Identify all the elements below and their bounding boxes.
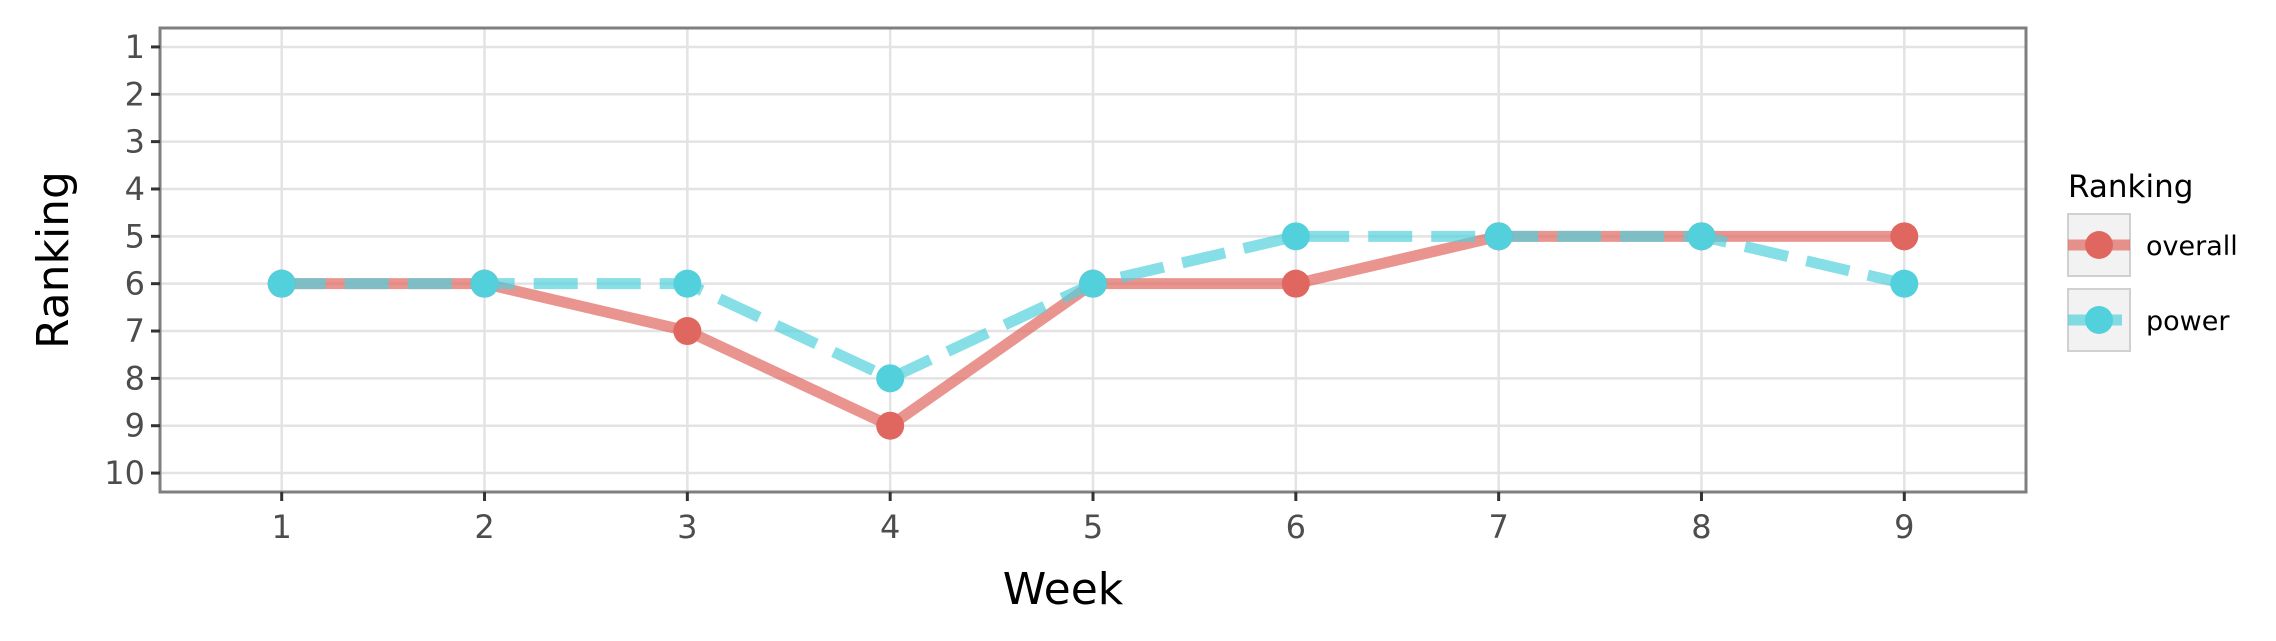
series-points (267, 222, 1919, 440)
y-tick-label-5: 5 (125, 217, 145, 255)
x-axis-title: Week (1003, 564, 1124, 615)
x-tick-label-9: 9 (1894, 508, 1914, 546)
y-tick-label-6: 6 (125, 265, 145, 303)
data-point-overall-week-4 (876, 411, 905, 440)
data-point-power-week-8 (1687, 222, 1716, 251)
y-tick-label-10: 10 (104, 454, 145, 492)
y-tick-label-9: 9 (125, 407, 145, 445)
legend-label-overall: overall (2146, 231, 2238, 262)
grid-lines (160, 28, 2026, 492)
y-tick-label-4: 4 (125, 170, 145, 208)
x-tick-label-2: 2 (474, 508, 494, 546)
x-tick-label-7: 7 (1488, 508, 1508, 546)
x-axis: 1 2 3 4 5 6 7 8 9 (272, 492, 1914, 546)
data-point-power-week-2 (470, 269, 499, 298)
legend-marker-overall (2085, 231, 2113, 259)
y-tick-label-2: 2 (125, 75, 145, 113)
y-tick-label-1: 1 (125, 28, 145, 66)
data-point-power-week-6 (1281, 222, 1310, 251)
legend: Ranking overall power (2067, 169, 2238, 352)
data-point-power-week-4 (876, 364, 905, 393)
x-tick-label-1: 1 (272, 508, 292, 546)
legend-title: Ranking (2068, 169, 2193, 205)
y-tick-label-7: 7 (125, 312, 145, 350)
x-tick-label-4: 4 (880, 508, 900, 546)
data-point-overall-week-6 (1281, 269, 1310, 298)
x-tick-label-5: 5 (1083, 508, 1103, 546)
data-point-overall-week-3 (673, 317, 702, 346)
legend-marker-power (2085, 306, 2113, 334)
x-tick-label-8: 8 (1691, 508, 1711, 546)
legend-label-power: power (2146, 306, 2230, 337)
data-point-power-week-3 (673, 269, 702, 298)
y-tick-label-8: 8 (125, 359, 145, 397)
data-point-power-week-1 (267, 269, 296, 298)
y-axis: 1 2 3 4 5 6 7 8 9 10 (104, 28, 160, 492)
data-point-power-week-5 (1079, 269, 1107, 298)
x-tick-label-6: 6 (1286, 508, 1306, 546)
y-tick-label-3: 3 (125, 123, 145, 161)
data-point-power-week-9 (1890, 269, 1919, 298)
data-point-overall-week-9 (1890, 222, 1919, 251)
x-tick-label-3: 3 (677, 508, 697, 546)
y-axis-title: Ranking (28, 171, 79, 349)
data-point-power-week-7 (1484, 222, 1513, 251)
